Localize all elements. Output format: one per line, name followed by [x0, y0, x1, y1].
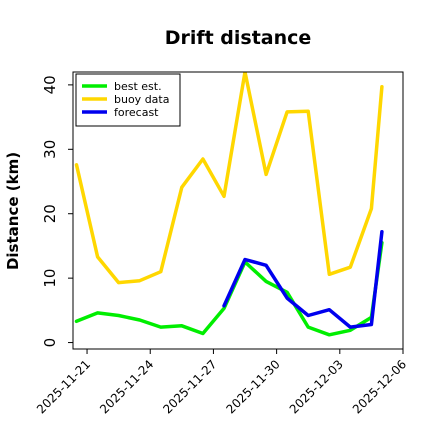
y-axis-ticks: 0 10 20 30 40 [41, 75, 73, 347]
y-tick-label: 0 [41, 338, 59, 348]
x-tick-label: 2025-12-03 [287, 357, 346, 416]
series-line-buoy-data [74, 72, 384, 285]
plot-lines [74, 72, 384, 337]
series-line-forecast [222, 230, 384, 329]
x-tick-label: 2025-11-21 [34, 357, 93, 416]
y-tick-label: 30 [41, 140, 59, 159]
plot-frame [72, 71, 404, 350]
series-line-best-est- [74, 240, 384, 337]
x-tick-label: 2025-11-24 [97, 357, 156, 416]
legend-entry: forecast [114, 106, 159, 119]
y-axis-label: Distance (km) [4, 152, 22, 270]
legend-entry: best est. [114, 80, 162, 93]
chart-title: Drift distance [165, 27, 312, 49]
y-tick-label: 40 [41, 75, 59, 94]
x-tick-label: 2025-11-30 [224, 357, 283, 416]
legend-entry: buoy data [114, 93, 169, 106]
x-tick-label: 2025-11-27 [160, 357, 219, 416]
x-axis-ticks: 2025-11-21 2025-11-24 2025-11-27 2025-11-30… [34, 349, 409, 416]
x-tick-label: 2025-12-06 [350, 357, 409, 416]
y-tick-label: 20 [41, 204, 59, 223]
y-tick-label: 10 [41, 269, 59, 288]
